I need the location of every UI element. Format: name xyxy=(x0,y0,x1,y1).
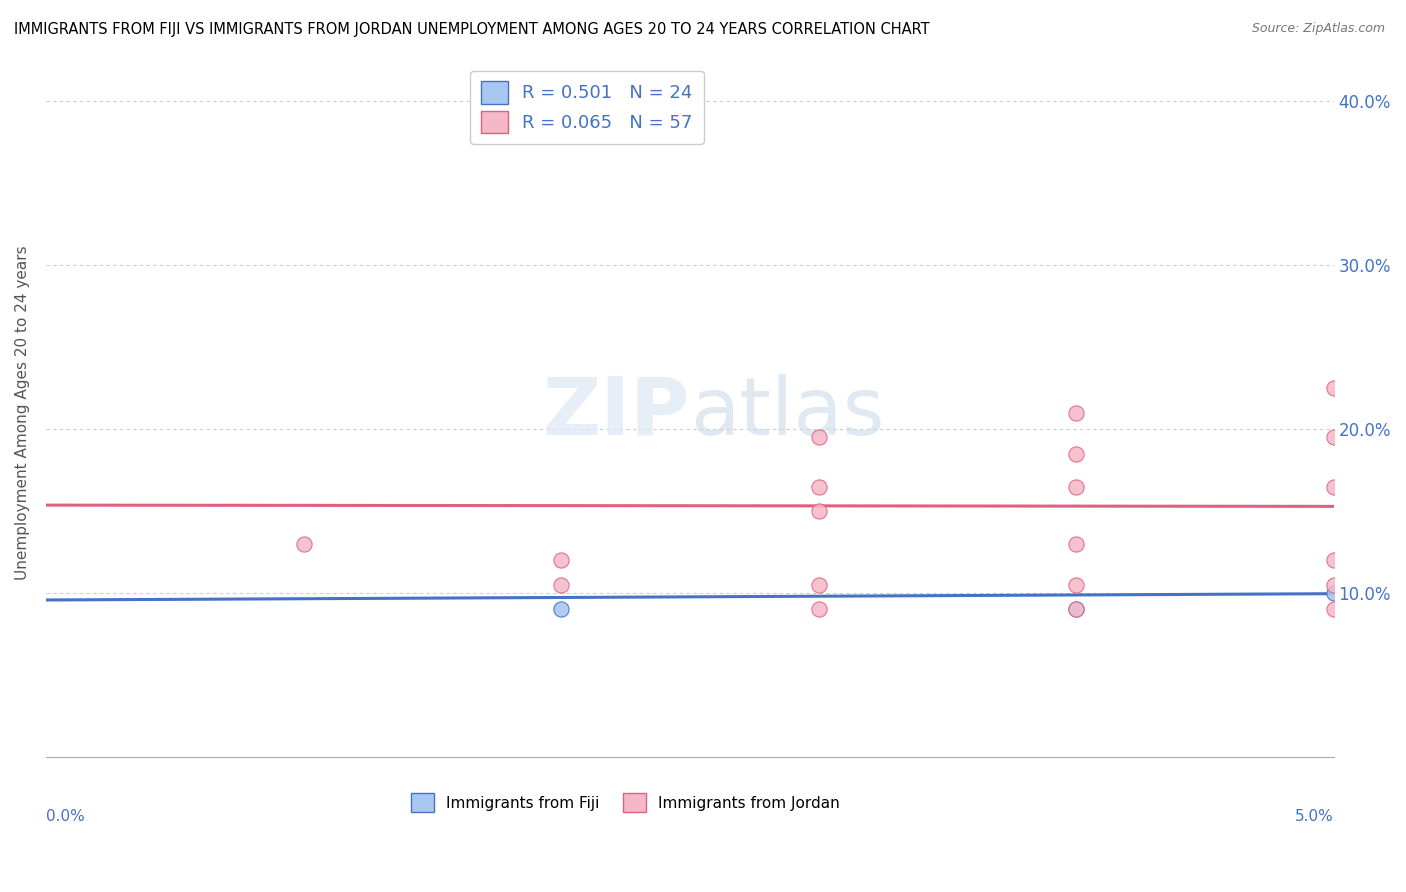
Point xyxy=(807,578,830,592)
Point xyxy=(1323,586,1346,600)
Point xyxy=(1064,602,1087,616)
Text: atlas: atlas xyxy=(690,374,884,451)
Point xyxy=(550,602,572,616)
Text: IMMIGRANTS FROM FIJI VS IMMIGRANTS FROM JORDAN UNEMPLOYMENT AMONG AGES 20 TO 24 : IMMIGRANTS FROM FIJI VS IMMIGRANTS FROM … xyxy=(14,22,929,37)
Point xyxy=(1323,430,1346,444)
Point xyxy=(807,504,830,518)
Point xyxy=(1323,602,1346,616)
Point xyxy=(1323,479,1346,493)
Point xyxy=(1323,381,1346,395)
Point xyxy=(1064,479,1087,493)
Point xyxy=(1064,447,1087,461)
Point xyxy=(807,602,830,616)
Point xyxy=(550,553,572,567)
Point xyxy=(807,430,830,444)
Point xyxy=(292,537,315,551)
Text: 5.0%: 5.0% xyxy=(1295,809,1334,823)
Point xyxy=(1323,578,1346,592)
Point xyxy=(1064,406,1087,420)
Legend: Immigrants from Fiji, Immigrants from Jordan: Immigrants from Fiji, Immigrants from Jo… xyxy=(405,788,845,818)
Text: ZIP: ZIP xyxy=(543,374,690,451)
Text: 0.0%: 0.0% xyxy=(46,809,84,823)
Point xyxy=(1064,578,1087,592)
Point xyxy=(550,578,572,592)
Text: Source: ZipAtlas.com: Source: ZipAtlas.com xyxy=(1251,22,1385,36)
Y-axis label: Unemployment Among Ages 20 to 24 years: Unemployment Among Ages 20 to 24 years xyxy=(15,245,30,580)
Point xyxy=(807,479,830,493)
Point xyxy=(1064,602,1087,616)
Point xyxy=(1064,537,1087,551)
Point xyxy=(1323,553,1346,567)
